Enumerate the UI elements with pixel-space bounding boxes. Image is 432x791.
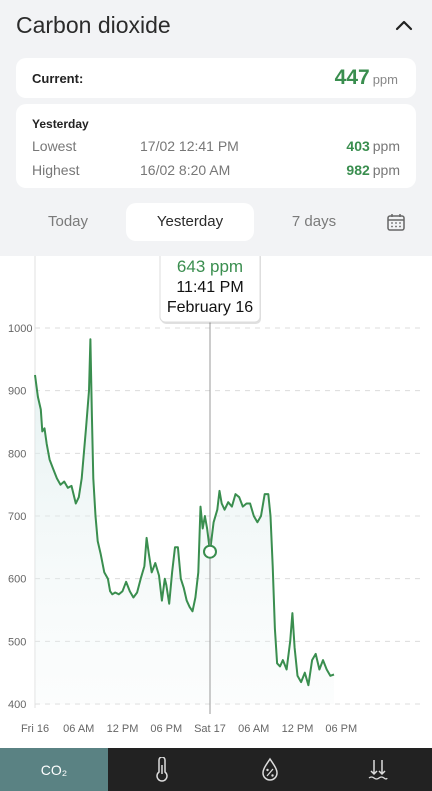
lowest-value: 403 [346,138,370,154]
x-tick-label: 12 PM [282,723,314,735]
x-tick-label: 06 AM [238,723,269,735]
tooltip-time: 11:41 PM [176,279,243,296]
yesterday-header: Yesterday [32,117,89,131]
x-tick-label: Sat 17 [194,723,226,735]
x-tick-label: 06 PM [150,723,182,735]
co2-label: CO₂ [40,761,68,778]
y-tick-label: 600 [8,574,26,586]
lowest-row: Lowest 17/02 12:41 PM 403 ppm [32,138,400,158]
current-value-group: 447 ppm [335,66,398,90]
thermometer-icon [156,756,168,782]
highest-label: Highest [32,162,80,178]
calendar-icon[interactable] [386,212,406,232]
y-tick-label: 900 [8,386,26,398]
page-title: Carbon dioxide [16,12,171,38]
highest-value: 982 [346,162,370,178]
chevron-up-icon[interactable] [392,14,416,38]
bottom-nav: CO₂ [0,748,432,791]
tooltip-value: 643 ppm [177,257,243,276]
nav-humidity[interactable] [216,748,324,791]
series-area [35,339,334,704]
current-label: Current: [32,71,84,86]
nav-co2[interactable]: CO₂ [0,748,108,791]
y-tick-label: 500 [8,636,26,648]
lowest-unit: ppm [372,138,400,154]
lowest-label: Lowest [32,138,77,154]
y-tick-label: 800 [8,448,26,460]
tab-yesterday[interactable]: Yesterday [126,203,254,241]
highest-value-group: 982 ppm [346,162,400,178]
highest-unit: ppm [372,162,400,178]
series-line [34,338,335,687]
nav-pressure[interactable] [324,748,432,791]
lowest-time: 17/02 12:41 PM [140,138,239,154]
period-tabs: Today Yesterday 7 days [0,203,432,241]
x-tick-label: 06 AM [63,723,94,735]
tooltip-date: February 16 [167,299,253,316]
tab-today[interactable]: Today [47,213,89,230]
pressure-icon [368,759,388,780]
humidity-icon [262,757,278,781]
tab-7-days[interactable]: 7 days [291,213,337,230]
y-tick-label: 700 [8,511,26,523]
yesterday-card: Yesterday Lowest 17/02 12:41 PM 403 ppm H… [16,104,416,188]
header: Carbon dioxide [0,0,432,56]
x-tick-label: Fri 16 [21,723,49,735]
co2-chart[interactable]: 400 500 600 700 800 900 1000 Fri 16 06 AM 12 PM 06… [0,256,432,748]
x-tick-label: 06 PM [325,723,357,735]
tooltip-box [159,256,261,323]
chart-svg[interactable]: 400 500 600 700 800 900 1000 Fri 16 06 AM 12 PM 06… [0,256,432,748]
nav-temperature[interactable] [108,748,216,791]
lowest-value-group: 403 ppm [346,138,400,154]
y-tick-label: 400 [8,699,26,711]
y-tick-label: 1000 [8,323,32,335]
highest-row: Highest 16/02 8:20 AM 982 ppm [32,162,400,182]
selected-point [203,544,217,559]
highest-time: 16/02 8:20 AM [140,162,231,178]
current-card: Current: 447 ppm [16,58,416,98]
current-unit: ppm [372,72,398,87]
current-value: 447 [334,66,370,89]
x-tick-label: 12 PM [107,723,139,735]
